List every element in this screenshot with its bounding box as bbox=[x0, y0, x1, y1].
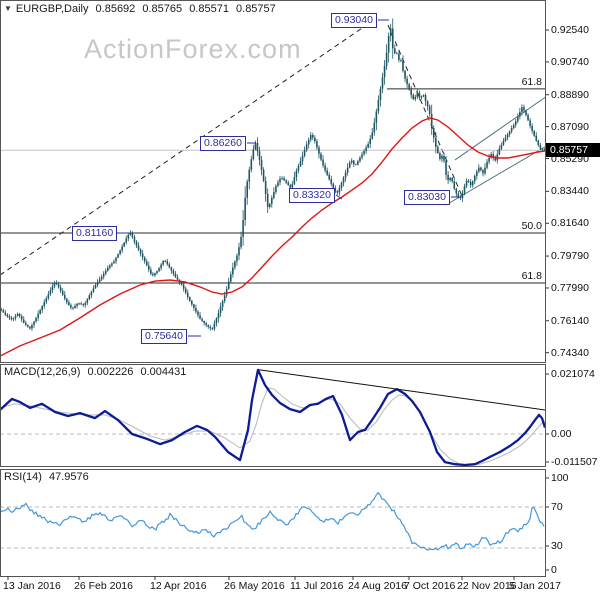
rsi-panel-frame bbox=[0, 469, 546, 577]
macd-panel-graphics bbox=[0, 368, 545, 466]
candlesticks bbox=[0, 18, 545, 331]
price-panel-frame bbox=[0, 0, 546, 363]
rsi-line bbox=[0, 491, 545, 551]
price-panel-graphics bbox=[0, 17, 545, 357]
rsi-panel-graphics bbox=[0, 491, 545, 551]
moving-average-line bbox=[0, 117, 545, 357]
macd-main-line bbox=[0, 368, 545, 466]
watermark: ActionForex.com bbox=[84, 34, 302, 64]
macd-signal-line bbox=[0, 387, 545, 466]
macd-panel-frame bbox=[0, 364, 546, 467]
